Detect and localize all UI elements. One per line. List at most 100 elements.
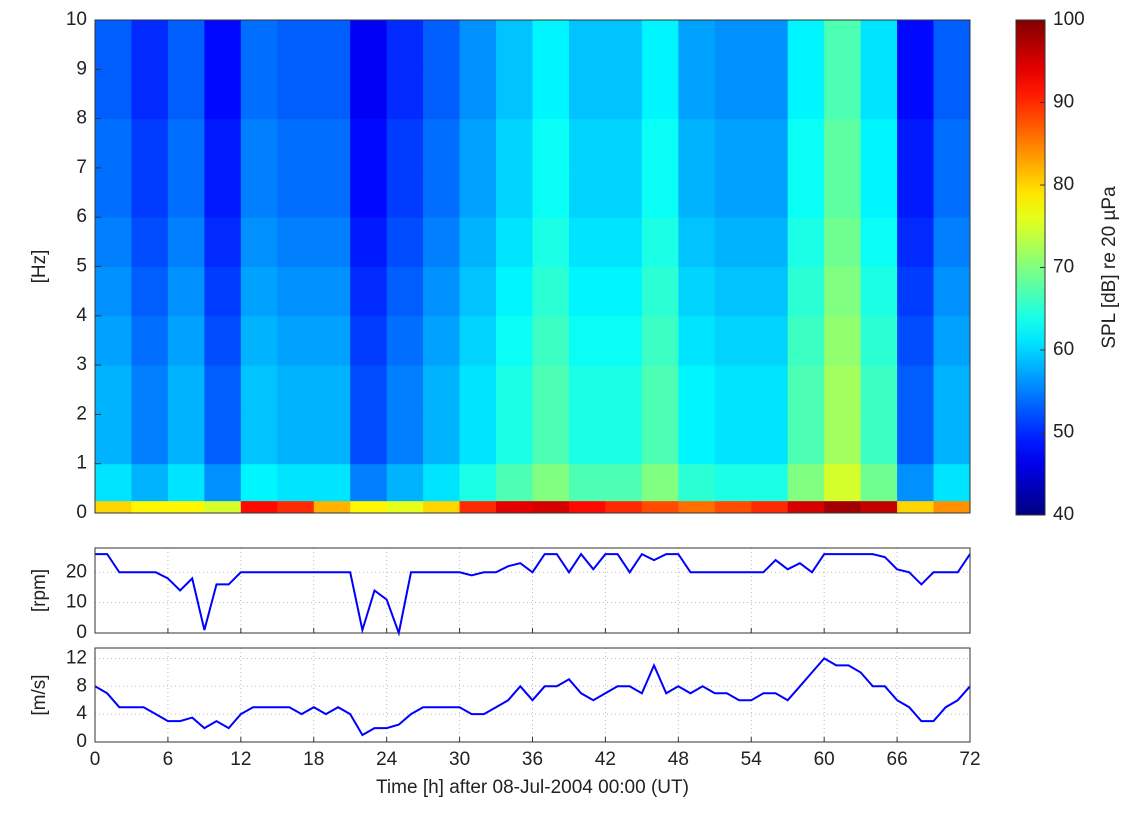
y-tick-label: 10 <box>66 592 87 613</box>
heat-cell <box>824 365 862 415</box>
heat-cell <box>605 500 643 514</box>
y-tick-label: 9 <box>76 58 87 79</box>
y-tick-label: 0 <box>76 731 87 752</box>
heat-cell <box>532 217 570 267</box>
heat-cell <box>714 118 752 169</box>
y-tick-label: 12 <box>66 647 87 668</box>
heat-cell <box>787 414 825 465</box>
heat-cell <box>897 266 935 317</box>
heat-cell <box>459 20 497 70</box>
heat-cell <box>350 500 388 514</box>
heat-cell <box>933 69 971 120</box>
heat-cell <box>350 20 388 70</box>
heat-cell <box>386 463 424 502</box>
heat-cell <box>95 414 132 465</box>
heat-cell <box>933 463 971 502</box>
x-tick-label: 36 <box>522 749 543 770</box>
heat-cell <box>423 266 461 317</box>
heat-cell <box>350 315 388 366</box>
y-tick-label: 0 <box>76 622 87 643</box>
heat-cell <box>714 463 752 502</box>
heat-cell <box>568 463 606 502</box>
heat-cell <box>933 365 971 415</box>
heat-cell <box>459 463 497 502</box>
heat-cell <box>532 500 570 514</box>
x-tick-label: 12 <box>230 749 251 770</box>
heat-cell <box>386 365 424 415</box>
heat-cell <box>933 315 971 366</box>
heat-cell <box>933 167 971 218</box>
heat-cell <box>751 315 789 366</box>
heat-cell <box>204 167 242 218</box>
heat-cell <box>131 500 169 514</box>
heat-cell <box>568 500 606 514</box>
heat-cell <box>641 463 679 502</box>
heat-cell <box>641 167 679 218</box>
heat-cell <box>167 414 205 465</box>
heat-cell <box>95 118 132 169</box>
x-tick-label: 66 <box>887 749 908 770</box>
heat-cell <box>860 500 898 514</box>
heat-cell <box>423 69 461 120</box>
y-tick-label: 2 <box>76 403 87 424</box>
heat-cell <box>605 365 643 415</box>
heat-cell <box>95 500 132 514</box>
heat-cell <box>678 500 716 514</box>
heat-cell <box>532 69 570 120</box>
plot-bg <box>95 648 970 742</box>
heat-cell <box>204 365 242 415</box>
heat-cell <box>678 463 716 502</box>
heat-cell <box>897 69 935 120</box>
heat-cell <box>714 315 752 366</box>
heat-cell <box>751 463 789 502</box>
heat-cell <box>568 266 606 317</box>
heat-cell <box>787 266 825 317</box>
heat-cell <box>897 500 935 514</box>
heat-cell <box>496 266 533 317</box>
heat-cell <box>933 266 971 317</box>
heat-cell <box>605 167 643 218</box>
heat-cell <box>897 463 935 502</box>
heat-cell <box>532 20 570 70</box>
heat-cell <box>204 69 242 120</box>
heat-cell <box>313 365 351 415</box>
heat-cell <box>787 118 825 169</box>
heat-cell <box>277 69 315 120</box>
heat-cell <box>714 20 752 70</box>
heat-cell <box>824 217 862 267</box>
heat-cell <box>277 365 315 415</box>
y-axis-label: [m/s] <box>29 674 50 715</box>
heat-cell <box>240 20 278 70</box>
heat-cell <box>277 315 315 366</box>
y-tick-label: 3 <box>76 354 87 375</box>
heat-cell <box>532 266 570 317</box>
heat-cell <box>350 118 388 169</box>
heat-cell <box>568 167 606 218</box>
heat-cell <box>204 266 242 317</box>
data-line <box>95 552 971 637</box>
heat-cell <box>131 69 169 120</box>
heat-cell <box>641 20 679 70</box>
heat-cell <box>313 315 351 366</box>
heat-cell <box>313 118 351 169</box>
plot-bg <box>95 548 970 633</box>
heat-cell <box>277 463 315 502</box>
heat-cell <box>240 463 278 502</box>
heat-cell <box>204 20 242 70</box>
heat-cell <box>897 217 935 267</box>
plot-frame <box>94 647 971 743</box>
y-tick-label: 1 <box>76 453 87 474</box>
heat-cell <box>240 365 278 415</box>
heat-cell <box>240 500 278 514</box>
heat-cell <box>787 365 825 415</box>
heat-cell <box>860 315 898 366</box>
heat-cell <box>459 365 497 415</box>
y-tick-label: 5 <box>76 256 87 277</box>
heat-cell <box>95 463 132 502</box>
heat-cell <box>496 315 533 366</box>
heat-cell <box>714 217 752 267</box>
heat-cell <box>277 20 315 70</box>
heat-cell <box>751 266 789 317</box>
y-tick-label: 10 <box>66 9 87 30</box>
heat-cell <box>897 414 935 465</box>
